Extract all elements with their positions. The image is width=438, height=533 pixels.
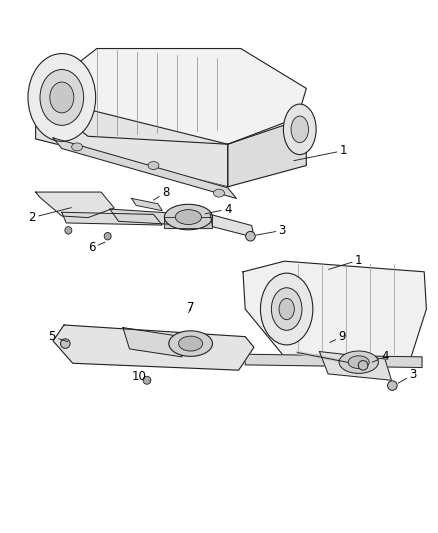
Text: 9: 9 (330, 330, 346, 343)
Text: 7: 7 (187, 302, 194, 314)
Ellipse shape (104, 232, 111, 240)
Text: 3: 3 (256, 224, 286, 237)
Ellipse shape (40, 69, 84, 125)
Text: 10: 10 (132, 369, 150, 383)
Ellipse shape (60, 339, 70, 349)
Text: 1: 1 (294, 144, 347, 160)
Ellipse shape (388, 381, 397, 390)
Text: 6: 6 (88, 241, 105, 254)
Text: 3: 3 (398, 368, 417, 383)
Text: 4: 4 (205, 203, 231, 215)
Polygon shape (53, 138, 237, 198)
Polygon shape (245, 354, 422, 368)
Text: 1: 1 (328, 254, 363, 269)
Ellipse shape (283, 104, 316, 155)
Ellipse shape (261, 273, 313, 345)
Polygon shape (35, 49, 306, 144)
Ellipse shape (272, 288, 302, 330)
Ellipse shape (348, 356, 369, 368)
Polygon shape (243, 261, 426, 357)
Ellipse shape (164, 204, 212, 230)
Ellipse shape (65, 227, 72, 234)
Ellipse shape (169, 331, 212, 357)
Polygon shape (164, 217, 212, 228)
Polygon shape (123, 328, 182, 357)
Polygon shape (132, 198, 162, 211)
Ellipse shape (175, 209, 201, 224)
Polygon shape (319, 352, 392, 380)
Polygon shape (35, 96, 228, 187)
Polygon shape (110, 209, 184, 225)
Polygon shape (62, 212, 162, 225)
Ellipse shape (279, 298, 294, 320)
Polygon shape (228, 118, 306, 187)
Ellipse shape (339, 351, 378, 373)
Text: 8: 8 (154, 185, 170, 200)
Ellipse shape (72, 143, 82, 151)
Ellipse shape (246, 231, 255, 241)
Polygon shape (35, 192, 114, 217)
Ellipse shape (28, 54, 95, 141)
Ellipse shape (50, 82, 74, 113)
Ellipse shape (214, 189, 224, 197)
Ellipse shape (179, 336, 203, 351)
Ellipse shape (143, 376, 151, 384)
Polygon shape (210, 214, 254, 237)
Ellipse shape (291, 116, 308, 143)
Ellipse shape (358, 361, 368, 370)
Ellipse shape (148, 161, 159, 169)
Text: 5: 5 (49, 330, 68, 343)
Text: 2: 2 (28, 208, 71, 224)
Polygon shape (53, 325, 254, 370)
Text: 4: 4 (372, 350, 389, 364)
